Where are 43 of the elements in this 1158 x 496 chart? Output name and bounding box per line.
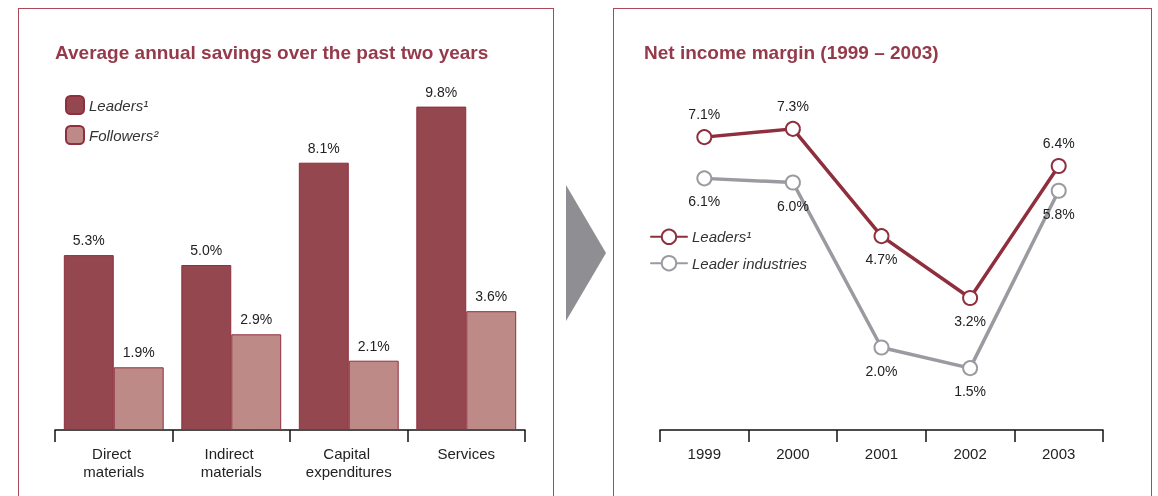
x-tick-label: 2000 xyxy=(776,444,810,462)
data-label: 6.1% xyxy=(688,193,721,210)
x-tick-label: 1999 xyxy=(687,444,721,462)
data-label: 1.5% xyxy=(954,383,987,400)
data-label: 2.1% xyxy=(357,337,390,354)
data-label: 3.6% xyxy=(475,288,508,305)
point xyxy=(873,228,890,245)
x-tick-label: Services xyxy=(437,444,496,462)
data-label: 8.1% xyxy=(307,139,340,156)
x-tick-label: Indirect materials xyxy=(200,444,262,480)
data-label: 6.4% xyxy=(1042,135,1075,151)
data-label: 4.7% xyxy=(865,251,898,268)
data-label: 1.9% xyxy=(122,344,155,361)
data-label: 5.3% xyxy=(72,232,105,249)
point xyxy=(1050,182,1067,199)
point xyxy=(784,174,801,191)
chart-title: Net income margin (1999 – 2003) xyxy=(644,42,939,63)
data-label: 6.0% xyxy=(776,197,809,214)
point xyxy=(962,290,979,306)
data-label: 5.8% xyxy=(1042,205,1075,222)
point xyxy=(696,129,713,146)
legend-label: Followers² xyxy=(89,126,160,144)
point xyxy=(962,360,979,377)
data-label: 7.1% xyxy=(688,106,721,123)
legend-label: Leaders¹ xyxy=(89,96,149,114)
x-tick-label: 2001 xyxy=(864,444,899,462)
chart-title: Average annual savings over the past two years xyxy=(55,42,489,63)
point xyxy=(784,120,801,137)
data-label: 3.2% xyxy=(954,313,987,329)
x-tick-label: Direct materials xyxy=(83,444,145,480)
point xyxy=(873,339,890,356)
point xyxy=(696,170,713,187)
legend-label: Leaders¹ xyxy=(692,228,752,246)
data-label: 7.3% xyxy=(776,97,809,114)
x-tick-label: 2002 xyxy=(953,444,987,462)
x-tick-label: 2003 xyxy=(1042,444,1076,462)
legend-label: Leader industries xyxy=(692,254,808,272)
data-label: 5.0% xyxy=(190,242,223,258)
data-label: 2.0% xyxy=(865,362,898,379)
x-tick-label: Capital expenditures xyxy=(305,444,392,480)
data-label: 9.8% xyxy=(425,83,458,100)
point xyxy=(1050,158,1067,174)
data-label: 2.9% xyxy=(240,311,273,328)
